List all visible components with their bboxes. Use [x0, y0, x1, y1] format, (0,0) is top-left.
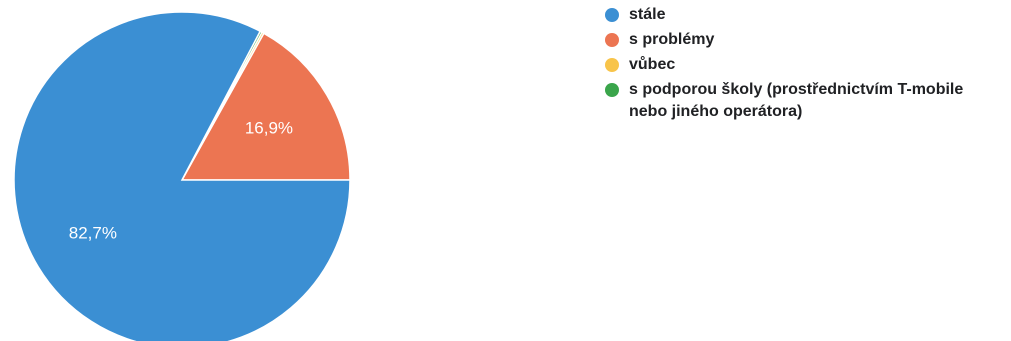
- legend-swatch-stale: [605, 8, 619, 22]
- legend-label-stale: stále: [629, 6, 666, 23]
- pie-slices: [13, 11, 351, 341]
- chart-legend: stále s problémy vůbec s podporou školy …: [605, 4, 985, 126]
- legend-swatch-vubec: [605, 58, 619, 72]
- legend-swatch-s-problemy: [605, 33, 619, 47]
- legend-label-s-problemy: s problémy: [629, 31, 715, 48]
- legend-label-vubec: vůbec: [629, 56, 676, 73]
- pie-chart: 16,9% 82,7%: [13, 11, 351, 341]
- pie-slice-s-problemy: [180, 32, 351, 181]
- legend-item-s-podporou-skoly: s podporou školy (prostřednictvím T-mobi…: [605, 79, 985, 123]
- legend-item-vubec: vůbec: [605, 54, 985, 76]
- legend-label-s-podporou-skoly: s podporou školy (prostřednictvím T-mobi…: [629, 81, 964, 120]
- pie-slice-label-s-problemy: 16,9%: [245, 118, 293, 137]
- legend-item-s-problemy: s problémy: [605, 29, 985, 51]
- pie-slice-stale: [13, 11, 351, 341]
- pie-slice-labels: 16,9% 82,7%: [69, 118, 293, 242]
- pie-slice-label-stale: 82,7%: [69, 223, 117, 242]
- legend-item-stale: stále: [605, 4, 985, 26]
- legend-swatch-s-podporou-skoly: [605, 83, 619, 97]
